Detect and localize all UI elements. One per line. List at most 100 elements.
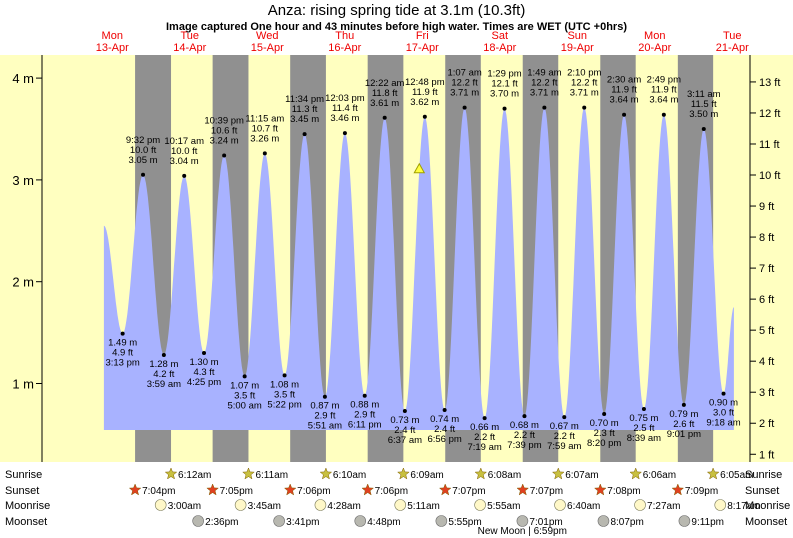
low-tide-point bbox=[721, 391, 726, 396]
low-tide-label: 0.74 m bbox=[430, 414, 459, 425]
right-tick-label: 9 ft bbox=[759, 201, 774, 213]
low-tide-label: 1.49 m bbox=[108, 338, 137, 349]
high-tide-point bbox=[622, 112, 627, 117]
moonset-icon bbox=[354, 515, 367, 527]
current-level-marker bbox=[413, 162, 426, 174]
moonrise-time: 8:17am bbox=[727, 501, 760, 512]
low-tide-label: 8:20 pm bbox=[587, 438, 621, 449]
sunset-icon bbox=[128, 483, 142, 496]
high-tide-label: 12.2 ft bbox=[531, 78, 558, 89]
low-tide-label: 2.3 ft bbox=[594, 428, 615, 439]
low-tide-point bbox=[402, 408, 407, 413]
day-name: Wed bbox=[256, 30, 278, 42]
moonrise-time: 3:45am bbox=[248, 501, 281, 512]
low-tide-label: 2.4 ft bbox=[434, 424, 455, 435]
day-name: Sun bbox=[567, 30, 587, 42]
low-tide-label: 3.5 ft bbox=[234, 390, 255, 401]
sunrise-icon bbox=[242, 467, 255, 480]
high-tide-label: 10:39 pm bbox=[204, 115, 244, 126]
high-tide-point bbox=[141, 172, 146, 177]
low-tide-label: 6:37 am bbox=[388, 435, 422, 446]
low-tide-label: 0.66 m bbox=[470, 422, 499, 433]
high-tide-label: 11.4 ft bbox=[332, 103, 358, 114]
sunrise-icon bbox=[706, 467, 720, 480]
moonset-time: 2:36pm bbox=[205, 517, 238, 528]
high-tide-label: 3.70 m bbox=[490, 89, 519, 100]
day-name: Tue bbox=[723, 30, 742, 42]
high-tide-label: 12.2 ft bbox=[571, 78, 598, 89]
moonrise-icon bbox=[314, 499, 327, 511]
low-tide-point bbox=[120, 331, 125, 336]
moonset-time: 9:11pm bbox=[691, 517, 724, 528]
high-tide-label: 11.3 ft bbox=[292, 104, 318, 115]
low-tide-label: 0.90 m bbox=[709, 398, 738, 409]
high-tide-label: 10:17 am bbox=[164, 136, 204, 147]
sunset-icon bbox=[671, 483, 685, 496]
row-label-right: Sunset bbox=[745, 485, 779, 497]
moonrise-icon bbox=[554, 499, 566, 511]
low-tide-label: 1.07 m bbox=[230, 380, 259, 391]
day-date: 15-Apr bbox=[251, 42, 284, 54]
high-tide-point bbox=[582, 105, 587, 110]
low-tide-label: 4:25 pm bbox=[187, 377, 221, 388]
low-tide-label: 0.88 m bbox=[350, 400, 379, 411]
day-date: 16-Apr bbox=[328, 42, 361, 54]
high-tide-label: 3.50 m bbox=[689, 109, 718, 120]
moonset-time: 4:48pm bbox=[367, 517, 400, 528]
day-name: Sat bbox=[491, 30, 508, 42]
moonset-icon bbox=[516, 515, 529, 527]
day-date: 14-Apr bbox=[173, 42, 206, 54]
right-tick-label: 1 ft bbox=[759, 449, 774, 461]
moonrise-time: 3:00am bbox=[168, 501, 201, 512]
low-tide-label: 0.75 m bbox=[629, 413, 658, 424]
low-tide-label: 3:13 pm bbox=[105, 358, 139, 369]
low-tide-label: 0.73 m bbox=[390, 415, 419, 426]
low-tide-label: 1.08 m bbox=[270, 379, 299, 390]
left-tick-label: 3 m bbox=[12, 173, 34, 188]
high-tide-label: 10.0 ft bbox=[171, 146, 198, 157]
high-tide-label: 2:49 pm bbox=[647, 75, 681, 86]
high-tide-point bbox=[701, 127, 706, 131]
moonset-time: 7:01pm bbox=[529, 517, 562, 528]
left-tick-label: 4 m bbox=[12, 71, 34, 86]
right-tick-label: 4 ft bbox=[759, 356, 774, 368]
sunrise-time: 6:07am bbox=[565, 470, 598, 481]
day-name: Mon bbox=[644, 30, 665, 42]
moonrise-icon bbox=[634, 499, 646, 511]
sunset-time: 7:04pm bbox=[142, 486, 175, 497]
moonrise-time: 5:11am bbox=[407, 501, 440, 512]
high-tide-point bbox=[661, 112, 666, 117]
moonset-time: 5:55pm bbox=[448, 517, 481, 528]
low-tide-label: 2.9 ft bbox=[314, 411, 335, 422]
high-tide-label: 3.05 m bbox=[129, 155, 158, 166]
sunset-icon bbox=[361, 483, 375, 496]
moonset-time: 3:41pm bbox=[286, 517, 319, 528]
high-tide-label: 3.26 m bbox=[250, 133, 279, 144]
sunset-icon bbox=[283, 483, 297, 496]
high-tide-label: 11.9 ft bbox=[412, 87, 438, 98]
high-tide-point bbox=[462, 105, 467, 110]
low-tide-label: 7:39 pm bbox=[507, 440, 541, 451]
new-moon-note: New Moon | 6:59pm bbox=[478, 526, 567, 537]
low-tide-point bbox=[202, 350, 207, 355]
right-tick-label: 11 ft bbox=[759, 139, 780, 151]
high-tide-point bbox=[262, 151, 267, 156]
sunset-icon bbox=[516, 483, 530, 496]
high-tide-label: 2:10 pm bbox=[567, 68, 601, 79]
low-tide-label: 6:11 pm bbox=[348, 420, 382, 431]
chart-title: Anza: rising spring tide at 3.1m (10.3ft… bbox=[267, 2, 526, 19]
high-tide-point bbox=[542, 105, 547, 110]
low-tide-label: 2.5 ft bbox=[633, 423, 654, 434]
high-tide-label: 3.62 m bbox=[410, 97, 439, 108]
right-tick-label: 8 ft bbox=[759, 232, 774, 244]
low-tide-label: 3.5 ft bbox=[274, 389, 295, 400]
low-tide-point bbox=[562, 415, 567, 420]
low-tide-label: 2.9 ft bbox=[354, 410, 375, 421]
low-tide-label: 7:19 am bbox=[467, 442, 501, 453]
row-label-right: Sunrise bbox=[745, 469, 782, 481]
high-tide-label: 12.2 ft bbox=[451, 78, 478, 89]
sunrise-icon bbox=[164, 467, 178, 480]
sunset-time: 7:08pm bbox=[607, 486, 640, 497]
left-tick-label: 1 m bbox=[12, 377, 34, 392]
low-tide-label: 4.9 ft bbox=[112, 348, 133, 359]
